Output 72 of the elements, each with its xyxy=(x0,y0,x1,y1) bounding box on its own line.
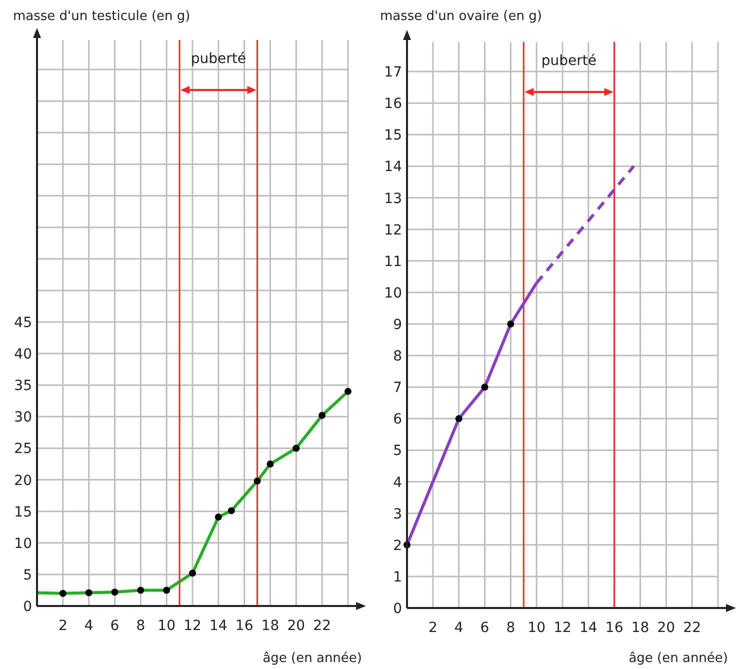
x-tick-label: 2 xyxy=(428,620,438,636)
y-tick-label: 25 xyxy=(14,441,32,458)
x-tick-label: 8 xyxy=(136,618,146,634)
x-tick-label: 6 xyxy=(110,618,120,634)
x-tick-label: 20 xyxy=(657,620,676,636)
y-tick-label: 5 xyxy=(393,443,402,460)
x-tick-label: 16 xyxy=(235,618,254,634)
y-tick-label: 12 xyxy=(384,222,402,238)
point xyxy=(189,570,196,577)
point xyxy=(254,478,261,485)
annotation: puberté xyxy=(190,51,246,67)
x-tick-label: 20 xyxy=(287,618,306,634)
point xyxy=(137,586,144,594)
y-tick-label: 3 xyxy=(393,506,402,522)
y-tick-label: 9 xyxy=(393,317,402,333)
y-tick-label: 15 xyxy=(384,128,402,144)
x-tick-label: 6 xyxy=(480,620,490,636)
x-tick-label: 16 xyxy=(605,620,624,636)
y-tick-label: 20 xyxy=(14,472,32,489)
x-axis-title: âge (en année) xyxy=(628,651,728,666)
point xyxy=(292,444,300,452)
x-tick-label: 18 xyxy=(261,618,280,634)
y-axis-title: masse d'un ovaire (en g) xyxy=(380,9,542,24)
x-tick-label: 8 xyxy=(506,620,516,636)
point xyxy=(507,320,514,328)
point xyxy=(455,415,462,422)
y-tick-label: 6 xyxy=(393,412,402,428)
y-tick-label: 1 xyxy=(393,569,402,586)
point xyxy=(111,588,118,596)
x-tick-label: 10 xyxy=(528,620,546,636)
x-tick-label: 22 xyxy=(313,618,331,634)
y-tick-label: 2 xyxy=(393,538,402,554)
y-tick-label: 0 xyxy=(23,599,32,615)
point xyxy=(59,590,66,597)
y-tick-label: 0 xyxy=(393,601,402,617)
y-tick-label: 7 xyxy=(393,380,402,396)
point xyxy=(318,412,326,419)
y-tick-label: 10 xyxy=(14,536,32,552)
y-tick-label: 35 xyxy=(14,378,32,394)
point xyxy=(214,514,222,521)
x-tick-label: 22 xyxy=(683,620,701,636)
y-tick-label: 4 xyxy=(393,474,402,491)
x-tick-label: 10 xyxy=(158,618,176,634)
point xyxy=(228,507,235,514)
x-tick-label: 14 xyxy=(580,620,598,636)
x-tick-label: 14 xyxy=(210,618,228,634)
x-tick-label: 18 xyxy=(631,620,650,636)
point xyxy=(266,460,274,468)
y-tick-label: 8 xyxy=(393,348,402,365)
y-tick-label: 14 xyxy=(384,159,402,176)
x-axis-title: âge (en année) xyxy=(262,651,362,666)
x-tick-label: 12 xyxy=(554,620,572,636)
y-tick-label: 11 xyxy=(384,254,402,270)
x-tick-label: 4 xyxy=(454,620,464,636)
y-tick-label: 16 xyxy=(384,96,402,112)
y-tick-label: 40 xyxy=(14,346,32,363)
y-tick-label: 5 xyxy=(23,567,32,584)
x-tick-label: 4 xyxy=(84,618,94,634)
point xyxy=(481,384,488,391)
annotation: puberté xyxy=(541,53,597,69)
y-tick-label: 13 xyxy=(384,190,402,207)
y-tick-label: 10 xyxy=(384,285,402,302)
x-tick-label: 12 xyxy=(184,618,202,634)
point xyxy=(163,586,170,594)
y-tick-label: 15 xyxy=(14,504,32,520)
point xyxy=(344,388,352,395)
y-tick-label: 17 xyxy=(384,64,402,81)
point xyxy=(85,589,92,596)
x-tick-label: 2 xyxy=(58,618,68,634)
y-axis-title: masse d'un testicule (en g) xyxy=(13,9,190,24)
y-tick-label: 45 xyxy=(14,315,32,331)
y-tick-label: 30 xyxy=(14,410,32,426)
